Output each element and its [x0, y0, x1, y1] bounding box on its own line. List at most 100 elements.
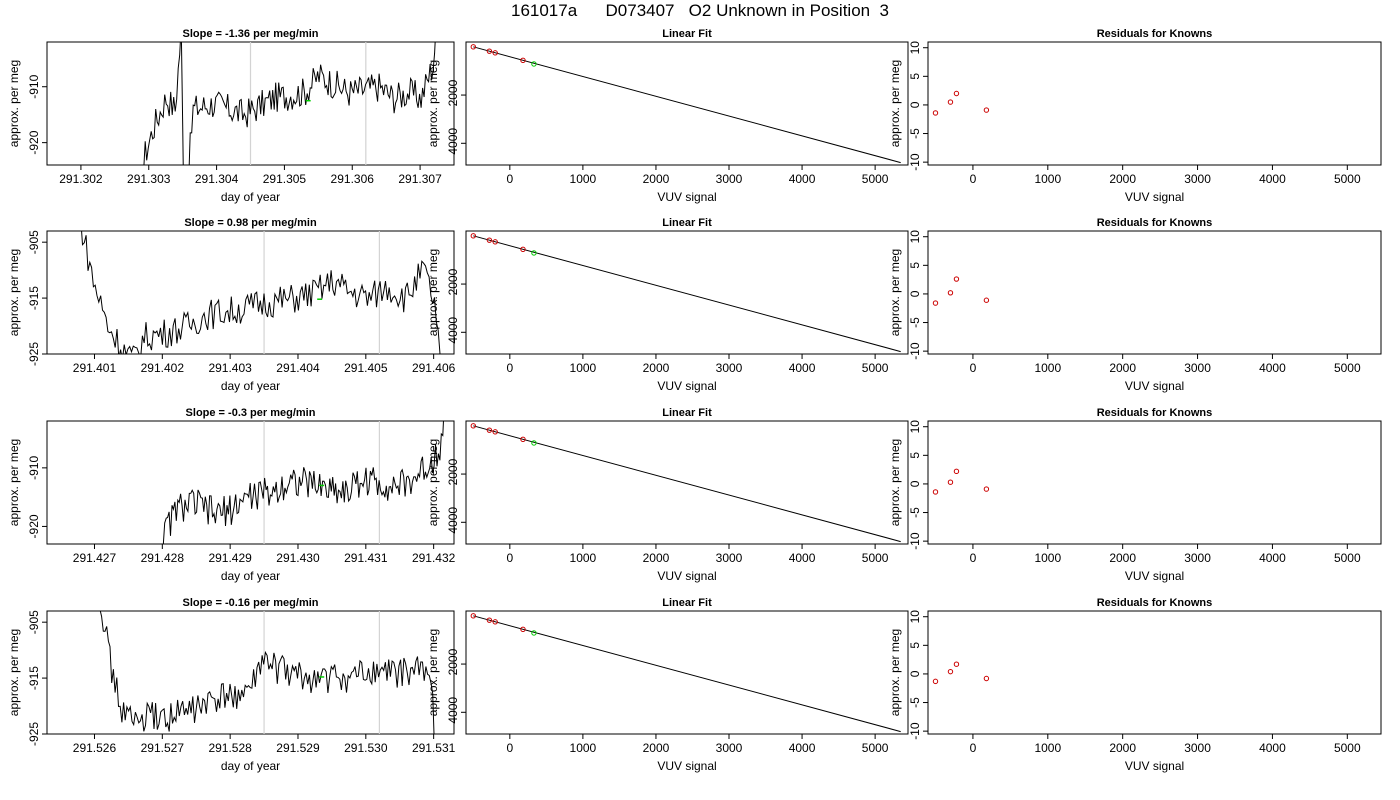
x-tick-label: 291.302 [59, 172, 103, 186]
plot-title: Residuals for Knowns [1097, 597, 1213, 609]
y-tick-label: -4000 [446, 697, 460, 728]
panel-resid-row-2: Residuals for Knowns 0 1000 2000 3000 4000 500… [888, 217, 1382, 393]
known-point [520, 626, 526, 633]
unknown-point [531, 630, 537, 636]
residual-point [953, 90, 960, 97]
y-tick-label: -5 [908, 128, 922, 139]
plot-title: Slope = 0.98 per meg/min [184, 217, 317, 229]
y-axis-label: approx. per meg [426, 249, 440, 336]
x-tick-label: 5000 [862, 172, 889, 186]
x-tick-label: 0 [970, 361, 977, 375]
plot-frame [927, 420, 1382, 545]
x-tick-label: 4000 [1259, 172, 1286, 186]
y-tick-label: -10 [908, 342, 922, 360]
x-tick-label: 5000 [862, 361, 889, 375]
x-axis-label: day of year [221, 190, 280, 204]
plot-area [932, 661, 990, 685]
x-tick-label: 0 [506, 172, 513, 186]
x-tick-label: 1000 [1034, 741, 1061, 755]
plot-frame [46, 230, 455, 355]
x-axis-label: VUV signal [657, 759, 716, 773]
plot-title: Slope = -0.3 per meg/min [186, 407, 316, 419]
x-tick-label: 2000 [1109, 741, 1136, 755]
x-tick-label: 1000 [570, 741, 597, 755]
x-tick-label: 5000 [862, 741, 889, 755]
y-tick-label: -2000 [446, 648, 460, 679]
x-tick-label: 3000 [716, 551, 743, 565]
x-tick-label: 2000 [1109, 172, 1136, 186]
unknown-point [531, 440, 537, 446]
known-point [486, 617, 493, 623]
x-tick-label: 3000 [1184, 361, 1211, 375]
x-tick-label: 291.429 [208, 551, 252, 565]
known-point [486, 427, 493, 433]
y-axis-label: approx. per meg [888, 60, 902, 147]
y-tick-label: 0 [908, 290, 922, 297]
y-tick-label: -910 [27, 456, 41, 480]
x-axis-label: VUV signal [1125, 759, 1184, 773]
x-tick-label: 4000 [789, 361, 816, 375]
x-axis-label: day of year [221, 569, 280, 583]
x-tick-label: 5000 [1334, 172, 1361, 186]
plot-area [470, 233, 901, 353]
known-point [492, 619, 498, 625]
residual-point [983, 486, 990, 492]
x-axis-label: VUV signal [1125, 569, 1184, 583]
y-tick-label: 10 [908, 420, 922, 434]
y-tick-label: -2000 [446, 79, 460, 110]
x-tick-label: 0 [970, 172, 977, 186]
x-tick-label: 291.526 [73, 741, 117, 755]
y-tick-label: -4000 [446, 317, 460, 348]
plot-area [143, 42, 436, 165]
y-tick-label: 10 [908, 41, 922, 55]
y-axis-label: approx. per meg [426, 60, 440, 147]
known-point [486, 48, 493, 54]
panel-resid-row-3: Residuals for Knowns 0 1000 2000 3000 4000 500… [888, 407, 1382, 583]
trace-line [99, 611, 435, 734]
y-axis-label: approx. per meg [888, 249, 902, 336]
residual-point [932, 110, 939, 116]
y-tick-label: -4000 [446, 507, 460, 538]
y-tick-label: -4000 [446, 128, 460, 159]
y-tick-label: -915 [27, 286, 41, 310]
x-tick-label: 2000 [643, 361, 670, 375]
y-tick-label: -920 [27, 130, 41, 154]
y-tick-label: 0 [908, 480, 922, 487]
x-axis-label: VUV signal [657, 379, 716, 393]
known-point [470, 44, 477, 50]
plot-area [470, 613, 901, 733]
x-tick-label: 291.528 [208, 741, 252, 755]
panel-trace-row-1: Slope = -1.36 per meg/min 291.302 291.303 2… [7, 28, 455, 204]
x-axis-label: day of year [221, 759, 280, 773]
panel-trace-row-3: Slope = -0.3 per meg/min 291.427 291.428 29… [7, 407, 456, 583]
residual-point [983, 675, 990, 682]
x-tick-label: 1000 [1034, 361, 1061, 375]
plot-area [932, 276, 990, 306]
fit-line [473, 46, 901, 164]
fit-line [473, 615, 901, 733]
y-tick-label: -915 [27, 666, 41, 690]
x-tick-label: 1000 [1034, 172, 1061, 186]
plot-area [932, 90, 990, 116]
known-point [492, 429, 498, 435]
plot-frame [927, 230, 1382, 355]
panel-resid-row-1: Residuals for Knowns 0 1000 2000 3000 4000 500… [888, 28, 1382, 204]
y-tick-label: -925 [27, 342, 41, 366]
x-tick-label: 4000 [1259, 551, 1286, 565]
plot-title: Linear Fit [662, 597, 712, 609]
x-tick-label: 4000 [789, 551, 816, 565]
y-tick-label: -905 [27, 610, 41, 634]
plot-frame [927, 41, 1382, 166]
residual-point [953, 661, 960, 667]
x-tick-label: 291.530 [344, 741, 388, 755]
plot-area [470, 423, 901, 543]
x-tick-label: 2000 [643, 741, 670, 755]
plot-frame [465, 41, 909, 166]
residual-point [947, 479, 954, 485]
y-tick-label: 10 [908, 230, 922, 244]
y-tick-label: 0 [908, 101, 922, 108]
panel-trace-row-2: Slope = 0.98 per meg/min 291.401 291.402 29… [7, 217, 456, 393]
x-tick-label: 2000 [643, 172, 670, 186]
x-tick-label: 291.404 [276, 361, 320, 375]
y-axis-label: approx. per meg [888, 439, 902, 526]
